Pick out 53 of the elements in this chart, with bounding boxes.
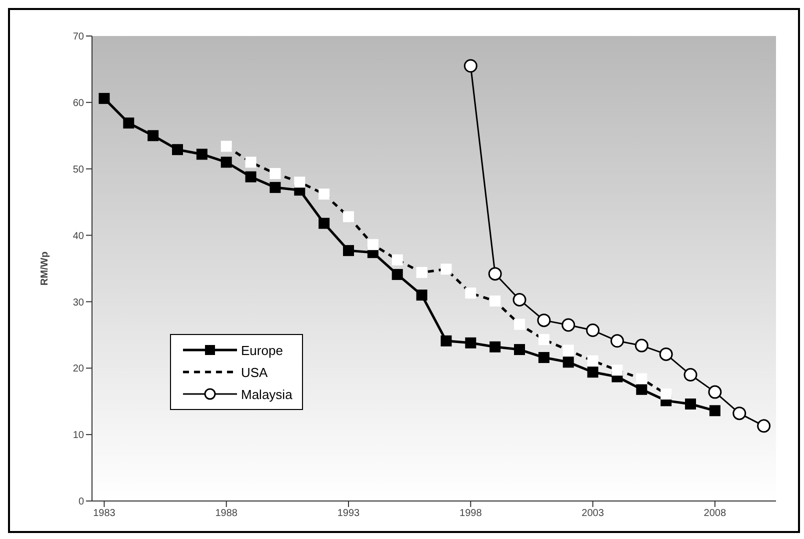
x-tick-label: 1998: [460, 508, 482, 520]
point: [270, 182, 281, 193]
x-tick-label: 1988: [215, 508, 238, 520]
legend-label: Europe: [241, 342, 283, 358]
point: [757, 419, 771, 433]
point: [732, 406, 746, 420]
point: [512, 292, 526, 306]
x-tick-label: 2008: [704, 508, 726, 520]
y-tick-label: 60: [72, 98, 84, 109]
x-tick-label: 1983: [93, 508, 116, 520]
point: [440, 335, 452, 346]
point: [392, 268, 403, 280]
point: [514, 344, 525, 356]
point: [685, 398, 696, 410]
y-tick-label: 10: [72, 430, 84, 442]
point: [172, 144, 183, 156]
point: [634, 338, 648, 352]
point: [488, 267, 502, 281]
y-tick-label: 0: [78, 496, 84, 508]
point: [464, 59, 478, 73]
y-tick-label: 70: [72, 32, 84, 43]
point: [684, 368, 698, 382]
point: [636, 384, 648, 395]
point: [343, 245, 354, 256]
y-tick-label: 30: [72, 297, 84, 308]
point: [562, 356, 574, 368]
y-tick-label: 40: [72, 230, 84, 242]
point: [562, 318, 576, 332]
point: [196, 148, 208, 160]
legend-label: Malaysia: [241, 386, 292, 402]
point: [587, 366, 598, 378]
point: [220, 156, 232, 168]
legend-label: USA: [241, 364, 268, 380]
point: [586, 324, 600, 338]
point: [709, 405, 720, 416]
point: [610, 334, 624, 348]
y-tick-label: 50: [72, 164, 84, 176]
point: [416, 290, 428, 301]
point: [245, 171, 256, 182]
point: [98, 92, 110, 104]
point: [465, 337, 476, 348]
point: [318, 218, 330, 229]
y-axis-title: RM/Wp: [40, 252, 51, 286]
x-tick-label: 1993: [337, 508, 360, 520]
point: [148, 130, 159, 142]
point: [659, 347, 673, 361]
point: [490, 341, 501, 352]
point: [537, 314, 551, 328]
y-tick-label: 20: [72, 364, 84, 375]
point: [538, 352, 550, 364]
x-tick-label: 2003: [582, 508, 604, 520]
point: [708, 385, 722, 399]
point: [123, 118, 134, 129]
